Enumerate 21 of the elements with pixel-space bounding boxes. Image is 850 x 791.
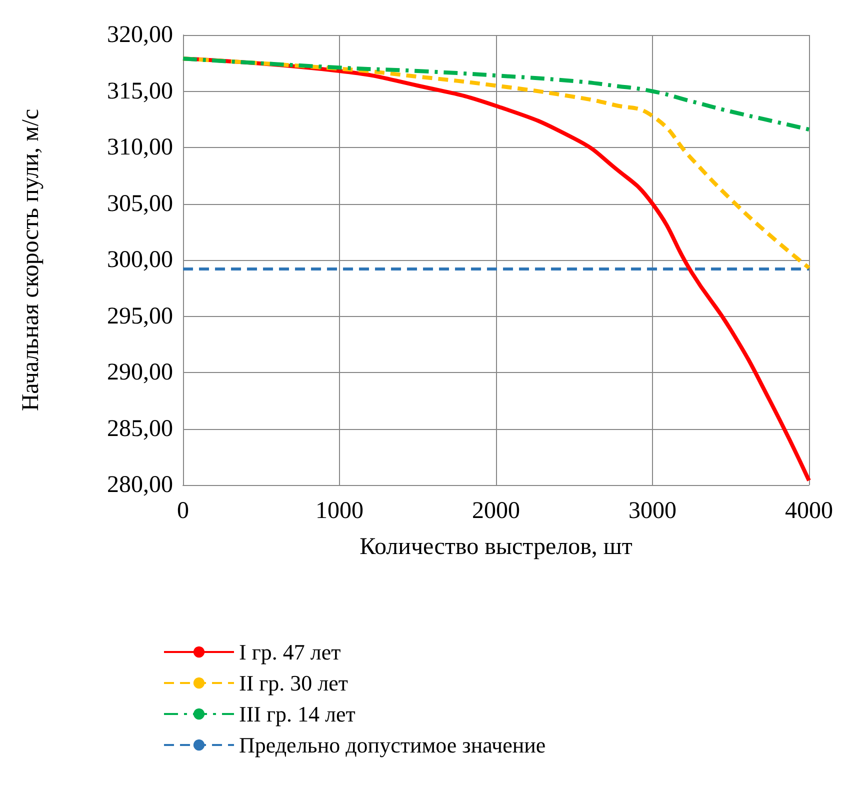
- line-series: [181, 56, 811, 132]
- x-tick-label: 0: [177, 498, 189, 524]
- legend-label: Предельно допустимое значение: [239, 732, 546, 758]
- y-axis-title: Начальная скорость пули, м/с: [18, 108, 44, 412]
- y-tick-label: 295,00: [107, 303, 173, 330]
- legend-label: II гр. 30 лет: [239, 670, 348, 696]
- y-tick-label: 305,00: [107, 190, 173, 217]
- x-tick-label: 3000: [628, 498, 676, 524]
- legend-label: I гр. 47 лет: [239, 640, 342, 664]
- y-tick-label: 285,00: [107, 416, 173, 442]
- y-tick-label: 300,00: [107, 247, 173, 273]
- x-tick-label: 1000: [316, 498, 364, 524]
- y-tick-label: 310,00: [107, 134, 173, 160]
- x-tick-label: 4000: [785, 498, 833, 524]
- y-tick-label: 320,00: [107, 22, 173, 48]
- y-tick-label: 280,00: [107, 472, 173, 498]
- y-tick-label: 290,00: [107, 360, 173, 386]
- y-tick-label: 315,00: [107, 78, 173, 104]
- x-axis-title: Количество выстрелов, шт: [360, 534, 633, 560]
- legend-label: III гр. 14 лет: [239, 702, 356, 726]
- x-tick-label: 2000: [472, 498, 520, 524]
